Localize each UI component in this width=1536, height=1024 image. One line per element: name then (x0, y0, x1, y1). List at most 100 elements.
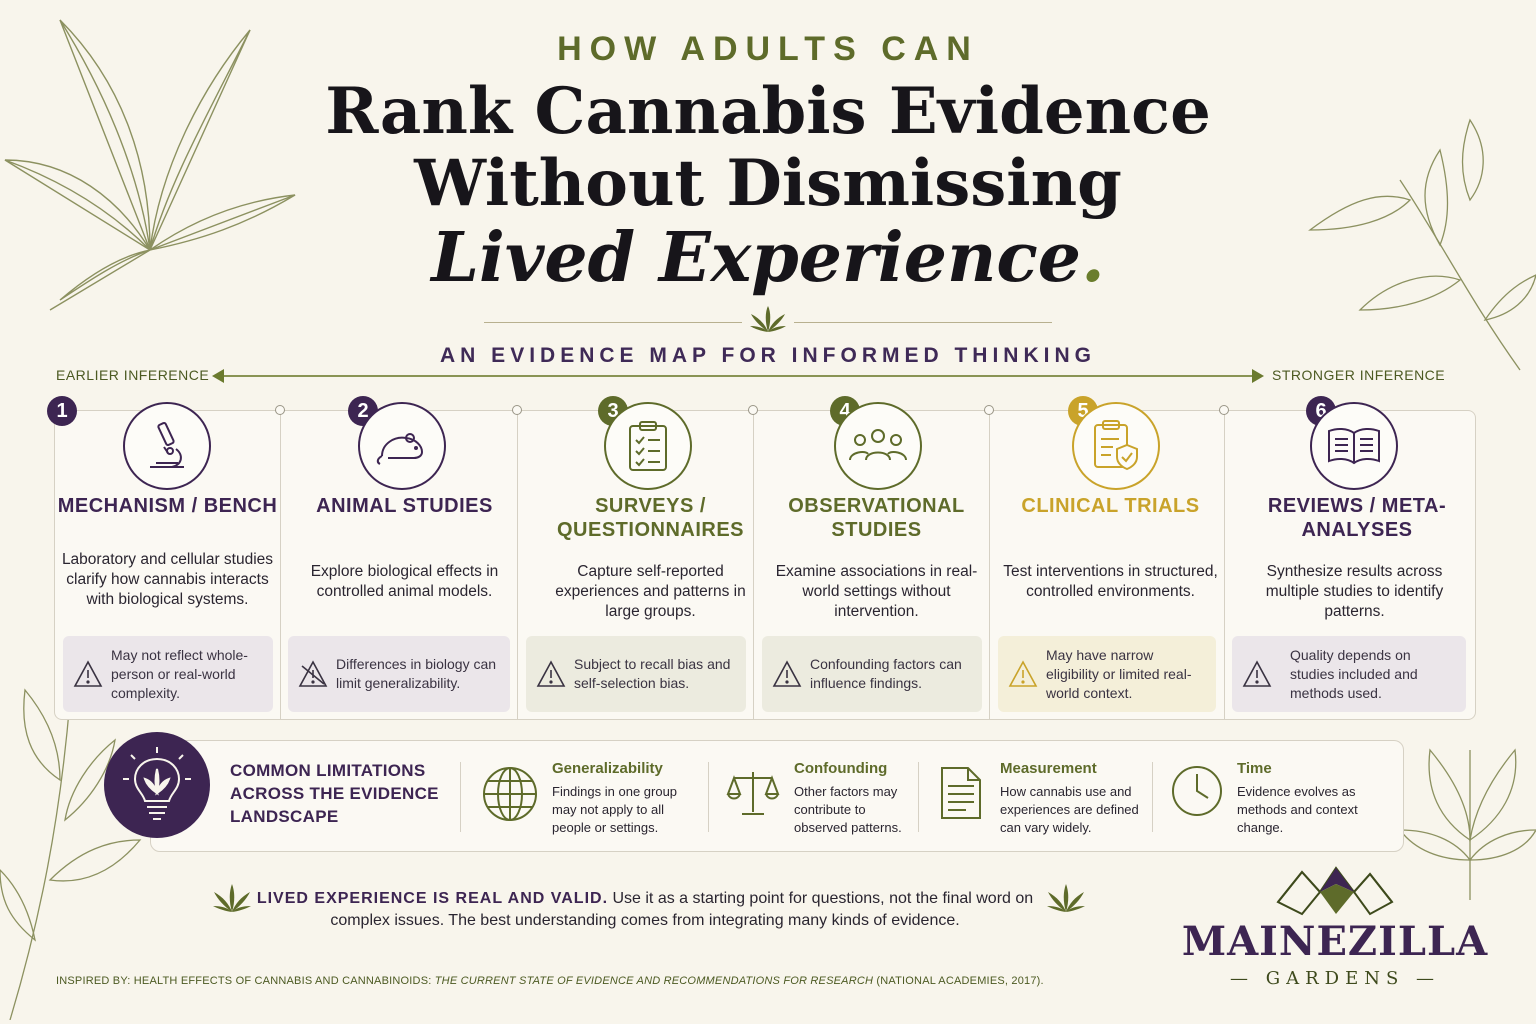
step-description: Explore biological effects in controlled… (310, 563, 499, 600)
citation-prefix: INSPIRED BY: HEALTH EFFECTS OF CANNABIS … (56, 975, 435, 987)
column-divider (517, 410, 518, 720)
lightbulb-badge (104, 732, 210, 838)
axis-left-label: EARLIER INFERENCE (56, 367, 210, 383)
closing-text: Use it as a starting point for questions… (330, 890, 1034, 929)
mouse-icon (376, 433, 424, 465)
step-icon-circle (604, 402, 692, 490)
step-limitation: May not reflect whole-person or real-wor… (111, 646, 248, 701)
step-limitation-note: Quality depends on studies included and … (1232, 636, 1466, 712)
column-divider (989, 410, 990, 720)
limitation-divider (708, 762, 709, 832)
closing-statement: LIVED EXPERIENCE IS REAL AND VALID. Use … (250, 888, 1040, 932)
step-limitation: Quality depends on studies included and … (1290, 646, 1418, 701)
step-limitation: Differences in biology can limit general… (336, 656, 497, 691)
column-divider (1224, 410, 1225, 720)
cannabis-leaf-icon (750, 306, 786, 332)
step-limitation-note: Subject to recall bias and self-selectio… (526, 636, 746, 712)
people-icon (849, 429, 907, 461)
step-number-badge: 1 (47, 396, 77, 426)
closing-emphasis: LIVED EXPERIENCE IS REAL AND VALID. (256, 890, 609, 907)
limitation-description: Other factors may contribute to observed… (794, 784, 902, 835)
step-description: Examine associations in real-world setti… (775, 563, 978, 620)
limitation-name: Confounding (794, 760, 888, 777)
warning-icon (534, 660, 568, 688)
limitation-divider (918, 762, 919, 832)
step-title: ANIMAL STUDIES (316, 495, 493, 517)
column-divider (280, 410, 281, 720)
title-line-3: Lived Experience. (0, 222, 1536, 294)
column-divider (753, 410, 754, 720)
brand-subtitle: — GARDENS — (1229, 968, 1441, 989)
limitation-name: Generalizability (552, 760, 663, 777)
step-description: Laboratory and cellular studies clarify … (61, 551, 274, 608)
source-citation: INSPIRED BY: HEALTH EFFECTS OF CANNABIS … (56, 975, 1044, 987)
step-animal-studies: 2 ANIMAL STUDIES Explore biological effe… (288, 396, 527, 716)
step-icon-circle (834, 402, 922, 490)
step-limitation-note: May not reflect whole-person or real-wor… (63, 636, 273, 712)
column-node (275, 405, 285, 415)
column-node (984, 405, 994, 415)
title-period: . (1081, 218, 1105, 298)
title-line-1: Rank Cannabis Evidence (325, 74, 1211, 149)
limitation-name: Time (1237, 760, 1272, 777)
step-icon-circle (1310, 402, 1398, 490)
cannabis-leaf-icon (213, 884, 251, 912)
step-description: Synthesize results across multiple studi… (1265, 563, 1444, 620)
step-limitation: May have narrow eligibility or limited r… (1046, 646, 1192, 701)
clock-icon (1172, 766, 1222, 816)
warning-icon (770, 660, 804, 688)
step-limitation: Subject to recall bias and self-selectio… (574, 656, 731, 691)
step-reviews-meta-analyses: 6 REVIEWS / META-ANALYSES Synthesize res… (1232, 396, 1467, 716)
limitation-divider (1152, 762, 1153, 832)
title-line-2: Without Dismissing (414, 146, 1122, 221)
document-icon (941, 767, 981, 819)
limitation-name: Measurement (1000, 760, 1097, 777)
step-mechanism-bench: 1 MECHANISM / BENCH Laboratory and cellu… (47, 396, 290, 716)
column-node (1219, 405, 1229, 415)
step-limitation: Confounding factors can influence findin… (810, 656, 962, 691)
step-title: OBSERVATIONAL STUDIES (788, 495, 965, 541)
step-icon-circle (1072, 402, 1160, 490)
scales-icon (726, 772, 780, 815)
warning-icon (1240, 660, 1274, 688)
step-title: SURVEYS / QUESTIONNAIRES (556, 495, 745, 541)
step-description: Capture self-reported experiences and pa… (555, 563, 746, 620)
book-icon (1328, 427, 1380, 465)
divider-left (484, 322, 742, 323)
title-line-3-text: Lived Experience (431, 218, 1082, 298)
step-icon-circle (358, 402, 446, 490)
step-icon-circle (123, 402, 211, 490)
citation-suffix: (NATIONAL ACADEMIES, 2017). (873, 975, 1044, 987)
leaf-branch-illustration (1400, 748, 1536, 900)
step-limitation-note: May have narrow eligibility or limited r… (998, 636, 1216, 712)
shield-clipboard-icon (1094, 420, 1138, 471)
step-observational-studies: 4 OBSERVATIONAL STUDIES Examine associat… (762, 396, 999, 716)
citation-title: THE CURRENT STATE OF EVIDENCE AND RECOMM… (434, 975, 874, 987)
warning-icon (296, 660, 330, 688)
microscope-icon (150, 421, 184, 468)
step-limitation-note: Differences in biology can limit general… (288, 636, 510, 712)
subtitle: AN EVIDENCE MAP FOR INFORMED THINKING (440, 344, 1096, 367)
clipboard-icon (629, 421, 667, 471)
limitations-title: COMMON LIMITATIONS ACROSS THE EVIDENCE L… (230, 761, 439, 826)
limitation-description: Evidence evolves as methods and context … (1237, 784, 1358, 835)
step-limitation-note: Confounding factors can influence findin… (762, 636, 982, 712)
column-node (748, 405, 758, 415)
column-node (512, 405, 522, 415)
step-description: Test interventions in structured, contro… (1003, 563, 1218, 600)
step-title: REVIEWS / META-ANALYSES (1267, 495, 1447, 541)
axis-right-label: STRONGER INFERENCE (1272, 367, 1446, 383)
limitation-description: How cannabis use and experiences are def… (1000, 784, 1139, 835)
lightbulb-icon (123, 747, 191, 820)
globe-icon (483, 767, 537, 821)
step-surveys-questionnaires: 3 SURVEYS / QUESTIONNAIRES Capture self-… (526, 396, 763, 716)
warning-icon (71, 660, 105, 688)
brand-sub-text: GARDENS (1265, 968, 1405, 989)
step-title: CLINICAL TRIALS (1021, 495, 1200, 517)
header-kicker: HOW ADULTS CAN (557, 30, 979, 68)
limitation-divider (460, 762, 461, 832)
cannabis-leaf-icon (1047, 884, 1085, 912)
mountain-logo-icon (1276, 866, 1394, 916)
limitation-description: Findings in one group may not apply to a… (552, 784, 678, 835)
step-clinical-trials: 5 CLINICAL TRIALS Test interventions in … (998, 396, 1233, 716)
